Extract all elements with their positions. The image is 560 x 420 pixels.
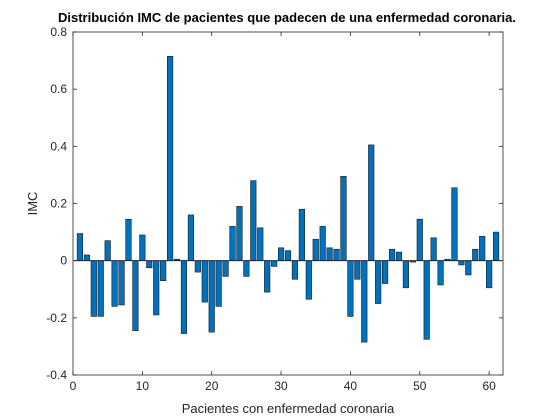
- bar: [437, 260, 444, 286]
- x-axis-label: Pacientes con enfermedad coronaria: [182, 401, 395, 416]
- bar: [333, 248, 340, 261]
- bar: [76, 233, 84, 261]
- bar: [416, 218, 423, 261]
- bar: [271, 260, 278, 267]
- bar: [83, 254, 90, 261]
- bar: [305, 260, 312, 300]
- bar: [97, 260, 104, 317]
- bar: [395, 251, 403, 261]
- bar: [319, 226, 326, 261]
- y-axis-ticks: -0.4 -0.2 0 0.2 0.4 0.6 0.8: [46, 25, 503, 382]
- x-tick-label: 20: [205, 379, 219, 393]
- bar: [368, 144, 375, 261]
- bar: [153, 260, 160, 316]
- plot-area: [73, 32, 503, 375]
- bar: [180, 260, 188, 334]
- chart-title: Distribución IMC de pacientes que padece…: [58, 10, 516, 25]
- y-tick-label: 0: [60, 254, 67, 268]
- bar: [208, 260, 215, 333]
- bar: [277, 247, 285, 261]
- bar: [132, 260, 139, 331]
- y-tick-label: 0.6: [50, 82, 67, 96]
- bar: [284, 250, 292, 261]
- bar: [291, 260, 299, 280]
- bar: [402, 260, 409, 289]
- bar: [458, 260, 465, 266]
- bar: [160, 260, 167, 281]
- bar: [118, 260, 125, 306]
- bar: [298, 208, 305, 261]
- bar: [479, 236, 486, 261]
- bar: [125, 218, 132, 261]
- bar: [187, 214, 194, 261]
- bar: [264, 260, 271, 293]
- bar: [465, 260, 472, 276]
- bar: [361, 260, 368, 343]
- bar: [104, 240, 111, 261]
- bar: [90, 260, 97, 317]
- bar: [340, 176, 347, 261]
- x-tick-label: 0: [70, 379, 77, 393]
- bar: [423, 260, 430, 340]
- x-tick-label: 30: [274, 379, 288, 393]
- bar: [430, 237, 437, 261]
- bar: [243, 260, 250, 277]
- x-tick-label: 40: [344, 379, 358, 393]
- y-tick-label: 0.8: [50, 25, 67, 39]
- bar: [382, 260, 389, 284]
- bar: [472, 248, 479, 261]
- bar: [229, 226, 236, 261]
- bar: [146, 260, 153, 269]
- bar: [347, 260, 354, 317]
- x-axis-ticks: 0 10 20 30 40 50 60: [70, 32, 496, 393]
- bar: [492, 231, 500, 261]
- bar: [375, 260, 382, 304]
- x-tick-label: 50: [413, 379, 427, 393]
- x-tick-label: 60: [482, 379, 496, 393]
- bar: [139, 234, 146, 261]
- bar: [326, 247, 333, 261]
- bars-group: [76, 55, 500, 343]
- bar: [250, 180, 257, 261]
- y-axis-label: IMC: [25, 192, 40, 216]
- bar: [486, 260, 493, 289]
- bar: [388, 248, 396, 261]
- bar: [257, 227, 264, 261]
- bar: [222, 260, 229, 277]
- y-tick-label: -0.4: [46, 368, 67, 382]
- bar: [194, 260, 201, 273]
- bar: [111, 260, 118, 307]
- bar: [354, 260, 361, 280]
- bar: [201, 260, 208, 303]
- bar: [236, 206, 243, 261]
- y-tick-label: -0.2: [46, 311, 67, 325]
- bar: [451, 187, 458, 261]
- bar: [167, 55, 174, 261]
- y-tick-label: 0.2: [50, 197, 67, 211]
- y-tick-label: 0.4: [50, 139, 67, 153]
- x-tick-label: 10: [136, 379, 150, 393]
- bar: [312, 238, 319, 261]
- bar: [215, 260, 222, 307]
